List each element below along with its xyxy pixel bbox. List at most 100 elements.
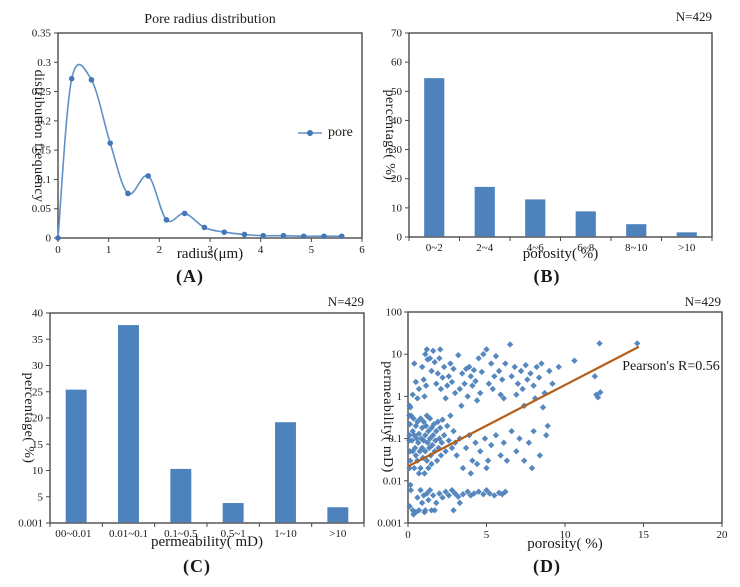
svg-text:0: 0 [55, 244, 61, 256]
scatter-point [506, 341, 514, 348]
scatter-point [495, 367, 503, 375]
panel-d-caption: (D) [533, 556, 561, 576]
svg-text:0: 0 [397, 232, 403, 244]
svg-text:4~6: 4~6 [527, 242, 544, 254]
svg-text:>10: >10 [678, 242, 696, 254]
scatter-point [530, 427, 537, 435]
scatter-point [481, 435, 489, 442]
scatter-point [458, 402, 465, 409]
scatter-point [513, 448, 520, 455]
scatter-point [544, 422, 551, 430]
scatter-point [423, 457, 431, 464]
trend-line [407, 345, 640, 468]
svg-text:5: 5 [38, 491, 44, 503]
svg-text:1: 1 [397, 391, 403, 403]
scatter-point [411, 360, 418, 367]
bar [65, 389, 87, 523]
svg-text:0: 0 [46, 233, 52, 245]
scatter-point [418, 499, 426, 507]
scatter-point [461, 380, 468, 387]
svg-text:5: 5 [484, 529, 490, 541]
svg-text:0.1: 0.1 [37, 174, 51, 186]
scatter-point [470, 366, 478, 374]
scatter-point [439, 374, 446, 381]
scatter-point [422, 422, 430, 430]
svg-text:30: 30 [32, 360, 44, 372]
scatter-point [409, 427, 416, 435]
scatter-point [597, 389, 604, 396]
scatter-point [448, 444, 456, 452]
scatter-point [466, 363, 473, 371]
scatter-point [508, 427, 515, 435]
scatter-point [411, 432, 418, 439]
scatter-point [492, 352, 500, 360]
scatter-point [522, 361, 529, 369]
scatter-point [475, 488, 482, 495]
bar [474, 186, 495, 237]
scatter-point [442, 395, 449, 402]
scatter-point [418, 424, 426, 432]
scatter-point [414, 395, 421, 402]
scatter-point [459, 491, 467, 498]
scatter-point [451, 389, 459, 397]
scatter-point [407, 481, 414, 489]
scatter-point [436, 424, 444, 432]
bars [424, 78, 697, 237]
scatter-point [425, 496, 432, 504]
scatter-point [491, 373, 498, 380]
svg-text:8~10: 8~10 [625, 242, 648, 254]
scatter-point [406, 420, 414, 428]
scatter-point [467, 373, 474, 380]
scatter-point [525, 439, 533, 446]
scatter-point [447, 412, 454, 419]
scatter-point [406, 448, 414, 455]
scatter-point [596, 340, 603, 347]
svg-text:2: 2 [157, 244, 163, 256]
scatter-point [434, 418, 442, 426]
svg-text:40: 40 [32, 308, 44, 320]
scatter-point [434, 370, 442, 377]
scatter-point [486, 490, 493, 497]
scatter-point [519, 385, 526, 393]
panel-d-xlabel: porosity( %) [527, 536, 603, 552]
svg-text:100: 100 [386, 307, 403, 319]
scatter-point [423, 346, 431, 353]
scatter-point [423, 490, 431, 497]
scatter-point [433, 457, 441, 464]
svg-text:20: 20 [391, 173, 403, 185]
scatter-point [480, 491, 487, 498]
panel-a-plot: 0 1 2 3 4 5 6 0 0.05 0.1 0.15 0.2 0.25 0.3 0.35 [32, 28, 366, 257]
scatter-point [422, 382, 430, 389]
svg-text:0.25: 0.25 [32, 86, 52, 98]
svg-text:0.2: 0.2 [37, 115, 51, 127]
pearson-annotation: Pearson's R=0.56 [622, 359, 720, 374]
scatter-point [531, 395, 539, 402]
scatter-point [431, 507, 438, 514]
svg-text:0.35: 0.35 [32, 28, 52, 40]
scatter-point [418, 444, 426, 452]
svg-text:10: 10 [391, 349, 403, 361]
scatter-point [406, 412, 413, 419]
panel-a: 0 1 2 3 4 5 6 0 0.05 0.1 0.15 0.2 0.25 0.3 0.35 Pore r… [0, 0, 370, 293]
panel-a-xlabel: radius(μm) [176, 246, 244, 262]
scatter-point [415, 507, 423, 514]
svg-text:60: 60 [391, 57, 403, 69]
scatter-point [459, 464, 467, 472]
svg-text:0.3: 0.3 [37, 57, 51, 69]
panel-a-title: Pore radius distribution [144, 12, 276, 27]
scatter-point [511, 363, 518, 371]
scatter-point [444, 382, 451, 389]
scatter-point [433, 499, 440, 507]
svg-text:0~0.01: 0~0.01 [61, 528, 92, 540]
bars [65, 325, 349, 523]
svg-text:3: 3 [207, 244, 213, 256]
scatter-point [429, 432, 437, 439]
scatter-point [425, 464, 432, 472]
scatter-point [436, 355, 443, 362]
bar [626, 224, 647, 237]
scatter-point [462, 444, 470, 452]
axes-box [57, 32, 363, 239]
scatter-point [453, 452, 460, 459]
scatter-point [433, 427, 440, 435]
legend-marker [298, 130, 322, 136]
